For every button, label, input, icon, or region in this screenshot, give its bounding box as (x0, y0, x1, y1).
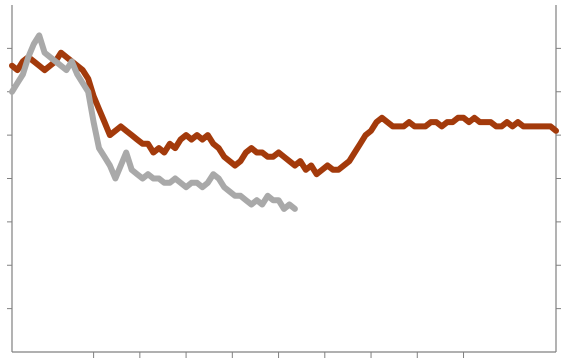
series-layer (9, 32, 559, 212)
axes (7, 5, 561, 358)
series-line-2 (9, 32, 298, 212)
series-line-1 (9, 49, 559, 178)
